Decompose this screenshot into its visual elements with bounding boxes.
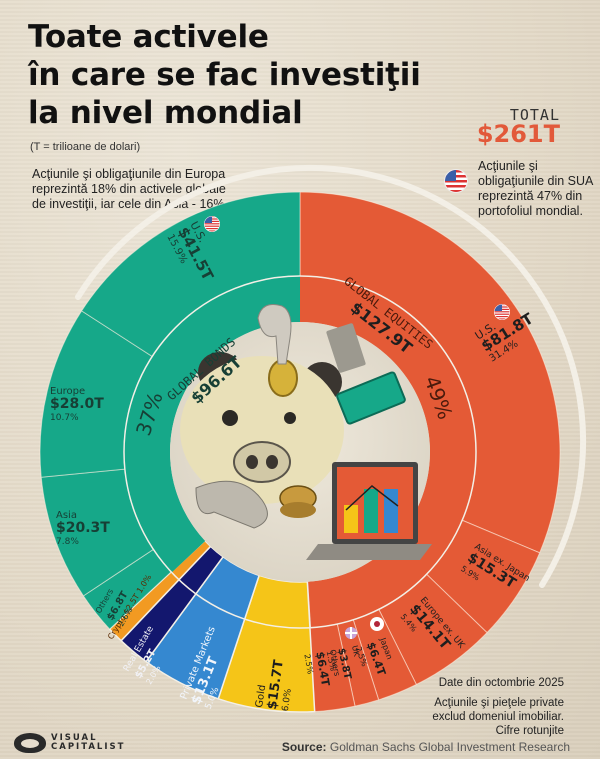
segment-pct-label: 6.0% xyxy=(281,688,294,712)
segment-pct-label: 1.5% xyxy=(325,650,338,672)
segment-name-label: Europe xyxy=(50,386,85,397)
private-note: Acţiunile şi pieţele private exclud dome… xyxy=(432,696,564,724)
us-flag-icon-bonds xyxy=(204,216,220,232)
hand-dropping-coin xyxy=(257,304,292,365)
segment-value-label: $15.7T xyxy=(265,659,287,711)
total-block: TOTAL $261T xyxy=(477,106,560,146)
segment-value-label: $20.3T xyxy=(56,520,110,536)
page-title: Toate activele în care se fac investiţii… xyxy=(28,18,421,132)
outer-bracket-ring xyxy=(75,164,587,588)
total-label: TOTAL xyxy=(509,106,560,124)
segment-name-label: UK xyxy=(350,645,361,658)
logo-mark-icon xyxy=(14,733,46,753)
logo-line-2: CAPITALIST xyxy=(51,742,126,752)
date-note: Date din octombrie 2025 xyxy=(438,677,564,689)
segment-pct-label: 7.8% xyxy=(56,537,79,547)
pig-eye-left xyxy=(222,410,238,426)
title-line-1: Toate activele xyxy=(28,19,269,55)
segment-pct-label: 2.5% xyxy=(302,653,314,675)
segment-name-label: Asia xyxy=(56,510,77,521)
private-note-line-1: Acţiunile şi pieţele private xyxy=(434,697,564,709)
rounding-note: Cifre rotunjite xyxy=(495,725,564,737)
uk-flag-icon xyxy=(345,627,357,639)
chart-slices xyxy=(39,191,561,713)
source-text: Goldman Sachs Global Investment Research xyxy=(329,740,570,754)
dollar-bill-grey-icon xyxy=(326,323,366,373)
segment-value-label: $28.0T xyxy=(50,396,104,412)
source-label: Source: xyxy=(281,740,327,754)
coin-icon xyxy=(268,359,298,397)
title-line-2: în care se fac investiţii xyxy=(28,57,421,93)
title-line-3: la nivel mondial xyxy=(28,95,303,131)
logo-line-1: VISUAL xyxy=(51,733,98,743)
pig-eye-right xyxy=(284,412,296,424)
total-value: $261T xyxy=(476,120,560,148)
ring-separator xyxy=(123,275,477,629)
hand-reaching xyxy=(195,480,268,529)
us-flag-icon-equities xyxy=(494,304,510,320)
segment-name-label: Gold xyxy=(254,684,268,708)
private-note-line-2: exclud domeniul imobiliar. xyxy=(432,711,564,723)
inner-slice-global-equities xyxy=(300,276,476,628)
japan-flag-icon xyxy=(370,617,384,631)
inner-slice-global-bonds xyxy=(124,276,300,573)
dollar-bill-green-icon xyxy=(336,371,406,425)
source-line: Source: Goldman Sachs Global Investment … xyxy=(282,740,570,754)
us-note: Acţiunile şi obligaţiunile din SUA repre… xyxy=(478,159,593,218)
piggy-bank-illustration xyxy=(180,304,432,560)
segment-pct-label: 10.7% xyxy=(50,413,79,423)
segment-value-label: $6.4T xyxy=(313,651,332,688)
pig-head xyxy=(180,356,344,504)
us-flag-icon xyxy=(445,170,467,192)
pig-snout xyxy=(233,441,291,483)
unit-subtitle: (T = trilioane de dolari) xyxy=(30,141,141,153)
visual-capitalist-logo: VISUAL CAPITALIST xyxy=(14,733,125,753)
laptop-chart-icon xyxy=(306,462,432,560)
